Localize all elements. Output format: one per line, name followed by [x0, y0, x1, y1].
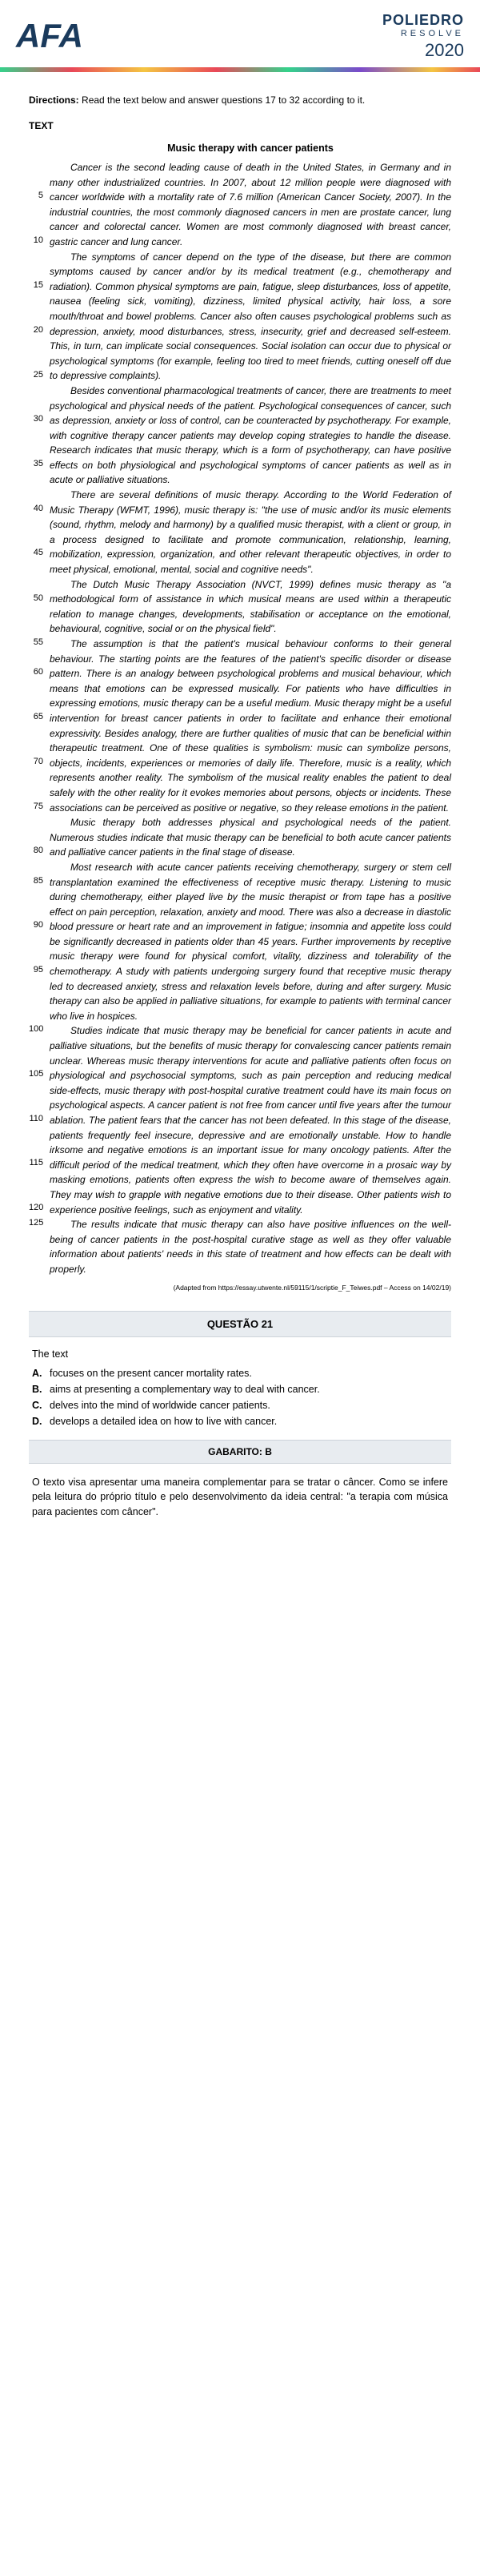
article-paragraph: Besides conventional pharmacological tre…: [50, 384, 451, 488]
page-content: Directions: Read the text below and answ…: [0, 72, 480, 1552]
article-paragraph: There are several definitions of music t…: [50, 488, 451, 577]
question-stem: The text: [29, 1348, 451, 1360]
text-heading: TEXT: [29, 120, 451, 131]
alternative-text: develops a detailed idea on how to live …: [50, 1416, 277, 1427]
alternative-text: aims at presenting a complementary way t…: [50, 1384, 320, 1395]
article-paragraph: The assumption is that the patient's mus…: [50, 637, 451, 815]
alternative-row[interactable]: A.focuses on the present cancer mortalit…: [32, 1368, 448, 1379]
line-number-label: 120: [29, 1203, 43, 1212]
line-number-label: 75: [29, 802, 43, 811]
publisher-subtitle: RESOLVE: [382, 29, 464, 38]
directions-text: Read the text below and answer questions…: [79, 94, 366, 106]
line-number-label: 80: [29, 846, 43, 855]
line-number-label: 90: [29, 920, 43, 930]
exam-year: 2020: [382, 40, 464, 61]
article-body: Music therapy with cancer patients Cance…: [29, 143, 451, 1277]
line-number-label: 15: [29, 280, 43, 290]
alternative-letter: A.: [32, 1368, 50, 1379]
line-number-label: 85: [29, 876, 43, 886]
line-number-label: 35: [29, 459, 43, 468]
alternative-row[interactable]: B.aims at presenting a complementary way…: [32, 1384, 448, 1395]
article-source: (Adapted from https://essay.utwente.nl/5…: [29, 1284, 451, 1292]
line-number-label: 60: [29, 667, 43, 677]
line-number-label: 105: [29, 1069, 43, 1079]
line-number-label: 55: [29, 637, 43, 647]
publisher-logo-right: POLIEDRO RESOLVE 2020: [382, 12, 464, 61]
line-number-label: 70: [29, 757, 43, 766]
alternative-text: delves into the mind of worldwide cancer…: [50, 1400, 270, 1411]
article-paragraph: The results indicate that music therapy …: [50, 1217, 451, 1276]
alternative-text: focuses on the present cancer mortality …: [50, 1368, 252, 1379]
line-number-label: 10: [29, 235, 43, 245]
header-color-bar: [0, 67, 480, 72]
page-header: AFA POLIEDRO RESOLVE 2020: [0, 0, 480, 72]
line-number-label: 110: [29, 1114, 43, 1123]
line-number-label: 5: [29, 191, 43, 200]
alternative-letter: B.: [32, 1384, 50, 1395]
line-number-label: 50: [29, 593, 43, 603]
alternatives-list: A.focuses on the present cancer mortalit…: [29, 1368, 451, 1427]
line-number-label: 30: [29, 414, 43, 424]
article-paragraph: Cancer is the second leading cause of de…: [50, 160, 451, 250]
alternative-row[interactable]: C.delves into the mind of worldwide canc…: [32, 1400, 448, 1411]
article-paragraph: Most research with acute cancer patients…: [50, 860, 451, 1024]
article-paragraph: Music therapy both addresses physical an…: [50, 815, 451, 860]
line-number-label: 125: [29, 1218, 43, 1228]
question-number-bar: QUESTÃO 21: [29, 1311, 451, 1337]
publisher-name: POLIEDRO: [382, 12, 464, 29]
line-number-label: 100: [29, 1024, 43, 1034]
alternative-row[interactable]: D.develops a detailed idea on how to liv…: [32, 1416, 448, 1427]
article-paragraph: The Dutch Music Therapy Association (NVC…: [50, 577, 451, 637]
article-paragraph: The symptoms of cancer depend on the typ…: [50, 250, 451, 384]
directions-label: Directions:: [29, 94, 79, 106]
alternative-letter: D.: [32, 1416, 50, 1427]
alternative-letter: C.: [32, 1400, 50, 1411]
article-title: Music therapy with cancer patients: [50, 143, 451, 154]
article-paragraph: Studies indicate that music therapy may …: [50, 1023, 451, 1217]
line-number-label: 40: [29, 504, 43, 513]
answer-key-bar: GABARITO: B: [29, 1440, 451, 1464]
directions-line: Directions: Read the text below and answ…: [29, 94, 451, 106]
line-number-label: 95: [29, 965, 43, 975]
exam-logo-left: AFA: [16, 17, 83, 55]
line-number-label: 115: [29, 1158, 43, 1167]
line-number-label: 25: [29, 370, 43, 380]
line-number-label: 65: [29, 712, 43, 721]
line-number-label: 45: [29, 548, 43, 557]
line-number-label: 20: [29, 325, 43, 335]
answer-explanation: O texto visa apresentar uma maneira comp…: [29, 1475, 451, 1536]
